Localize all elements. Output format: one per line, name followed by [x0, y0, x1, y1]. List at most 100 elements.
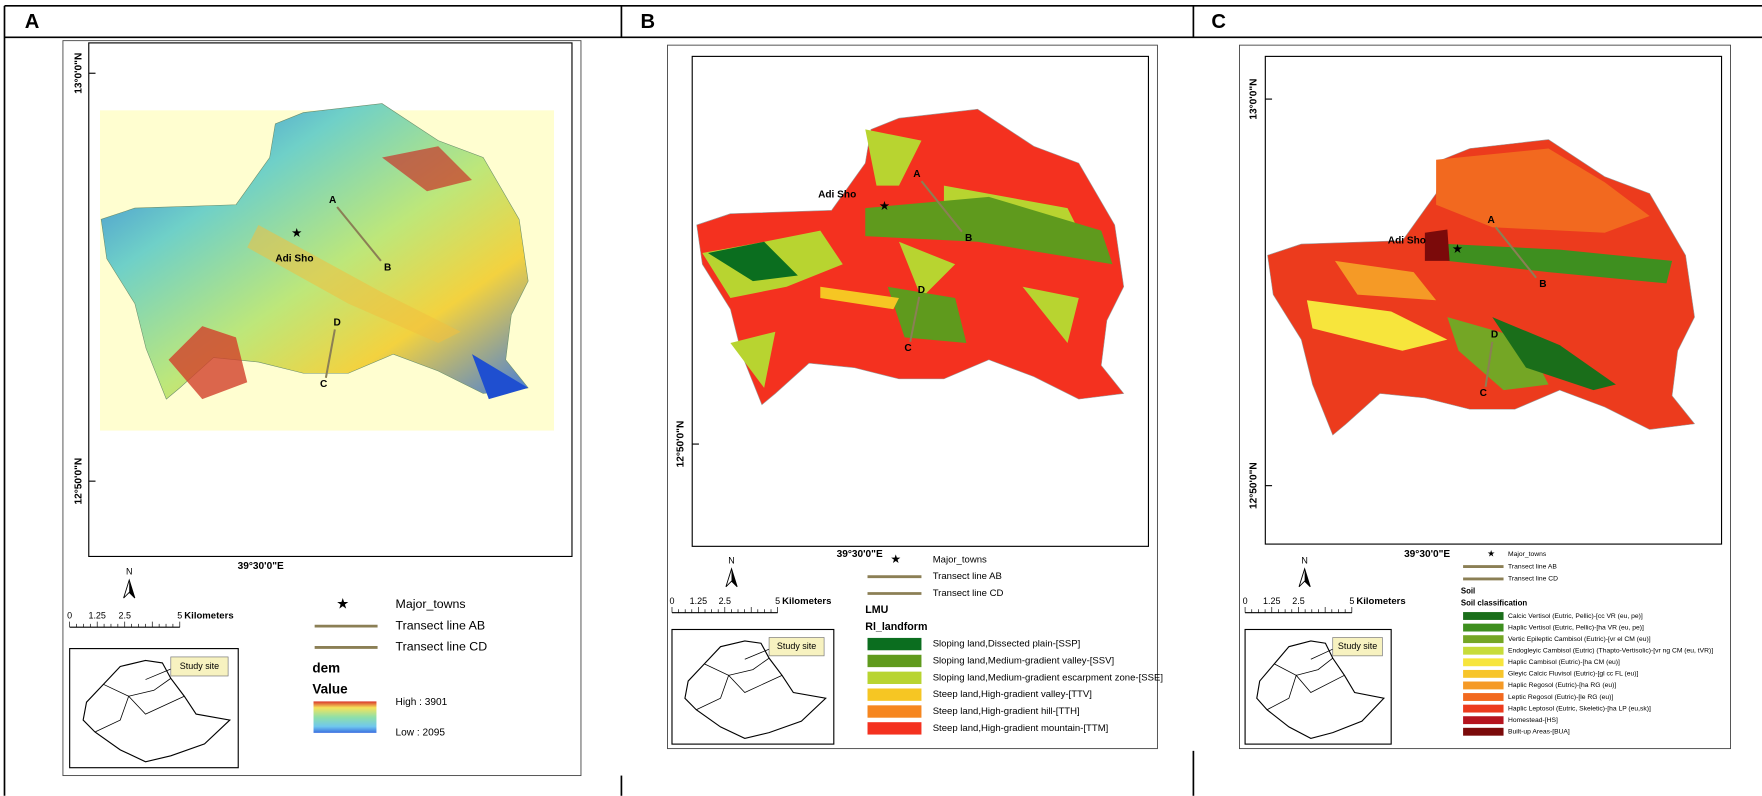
legend-label: Homestead-[HS]	[1508, 717, 1558, 724]
scale-tick-label: 5	[177, 610, 182, 620]
legend-label: Haplic Cambisol (Eutric)-[ha CM (eu)]	[1508, 659, 1620, 666]
legend-star: ★	[1487, 549, 1495, 559]
legend-label: Calcic Vertisol (Eutric, Pellic)-[cc VR …	[1508, 613, 1643, 620]
longitude-label: 39°30'0"E	[238, 561, 284, 572]
town-label: Adi Sho	[275, 253, 313, 264]
legend-subtitle: Rl_landform	[865, 621, 927, 633]
soil-patch	[1425, 229, 1450, 260]
transect-point-label: B	[384, 262, 391, 273]
legend-label: Gleyic Calcic Fluvisol (Eutric)-[gl cc F…	[1508, 671, 1638, 678]
legend-swatch	[1463, 682, 1503, 690]
transect-point-label: C	[1480, 388, 1488, 399]
legend-label: Sloping land,Dissected plain-[SSP]	[933, 639, 1081, 650]
legend-label: Major_towns	[1508, 551, 1547, 558]
scale-tick-label: 2.5	[118, 610, 130, 620]
legend-label: Steep land,High-gradient valley-[TTV]	[933, 689, 1092, 700]
inset-label: Study site	[777, 641, 816, 651]
latitude-label: 12°50'0"N	[676, 421, 687, 468]
legend-label: Transect line AB	[933, 571, 1002, 582]
legend-swatch	[868, 705, 922, 717]
panel-label: B	[641, 11, 656, 33]
scale-tick-label: 5	[775, 596, 780, 606]
legend-subtitle: Soil classification	[1461, 599, 1528, 608]
legend-swatch	[1463, 612, 1503, 620]
latitude-label: 13°0'0"N	[73, 53, 84, 94]
legend-label: Transect line CD	[933, 588, 1004, 599]
legend-label: Major_towns	[396, 597, 466, 611]
scale-unit: Kilometers	[184, 611, 233, 622]
legend-label: High : 3901	[396, 697, 448, 708]
legend-swatch	[1463, 647, 1503, 655]
scale-tick-label: 0	[669, 596, 674, 606]
latitude-label: 12°50'0"N	[1249, 462, 1260, 509]
legend-label: Sloping land,Medium-gradient valley-[SSV…	[933, 655, 1114, 666]
transect-point-label: A	[913, 169, 921, 180]
transect-point-label: D	[333, 317, 340, 328]
inset-label: Study site	[1338, 641, 1377, 651]
town-label: Adi Sho	[1388, 235, 1426, 246]
legend-label: Haplic Vertisol (Eutric, Pellic)-[ha VR …	[1508, 624, 1644, 631]
legend-swatch	[1463, 716, 1503, 724]
legend-swatch	[868, 688, 922, 700]
latitude-label: 12°50'0"N	[73, 458, 84, 505]
transect-point-label: D	[1491, 330, 1498, 341]
scale-tick-label: 1.25	[88, 610, 105, 620]
scale-unit: Kilometers	[1356, 596, 1405, 607]
inset-label: Study site	[180, 661, 219, 671]
longitude-label: 39°30'0"E	[837, 549, 883, 560]
legend-swatch	[1463, 705, 1503, 713]
transect-point-label: C	[320, 379, 328, 390]
north-label: N	[728, 555, 734, 565]
legend-label: Transect line CD	[1508, 576, 1558, 583]
legend-label: Transect line AB	[1508, 563, 1557, 570]
legend-gradient	[314, 701, 377, 732]
town-star: ★	[291, 226, 302, 240]
longitude-label: 39°30'0"E	[1404, 549, 1450, 560]
north-label: N	[126, 567, 132, 577]
transect-point-label: B	[965, 233, 972, 244]
legend-label: Low : 2095	[396, 728, 446, 739]
scale-tick-label: 2.5	[719, 596, 731, 606]
legend-swatch	[1463, 693, 1503, 701]
scale-tick-label: 0	[1243, 596, 1248, 606]
legend-star: ★	[336, 597, 349, 613]
legend-label: Sloping land,Medium-gradient escarpment …	[933, 672, 1163, 683]
legend-title: dem	[312, 660, 340, 675]
legend-label: Steep land,High-gradient mountain-[TTM]	[933, 723, 1109, 734]
scale-tick-label: 0	[67, 610, 72, 620]
panel-label: A	[25, 11, 40, 33]
legend-swatch	[868, 672, 922, 684]
legend-swatch	[1463, 658, 1503, 666]
legend-label: Transect line AB	[396, 618, 486, 632]
legend-label: Endogleyic Cambisol (Eutric) (Thapto-Ver…	[1508, 648, 1713, 655]
town-label: Adi Sho	[818, 189, 856, 200]
town-star: ★	[1452, 242, 1463, 256]
north-label: N	[1301, 555, 1307, 565]
legend-label: Haplic Leptosol (Eutric, Skeletic)-[ha L…	[1508, 705, 1651, 712]
town-star: ★	[879, 199, 890, 213]
scale-tick-label: 5	[1349, 596, 1354, 606]
legend-swatch	[868, 655, 922, 667]
legend-label: Built-up Areas-[BUA]	[1508, 729, 1570, 736]
transect-point-label: D	[918, 285, 925, 296]
legend-title: Soil	[1461, 586, 1475, 595]
legend-label: Vertic Epileptic Cambisol (Eutric)-[vr e…	[1508, 636, 1651, 643]
legend-label: Haplic Regosol (Eutric)-[ha RG (eu)]	[1508, 682, 1616, 689]
legend-label: Major_towns	[933, 554, 987, 565]
scale-unit: Kilometers	[782, 596, 831, 607]
transect-point-label: B	[1539, 279, 1546, 290]
legend-swatch	[868, 722, 922, 734]
transect-point-label: A	[329, 195, 337, 206]
panel-label: C	[1211, 11, 1226, 33]
legend-label: Transect line CD	[396, 640, 488, 654]
transect-point-label: A	[1488, 215, 1496, 226]
figure: A 13°0'0"N 12°50'0"N 39°30'0"E A B C D ★ Adi Sho N…	[0, 0, 1762, 796]
legend-swatch	[1463, 728, 1503, 736]
scale-tick-label: 1.25	[690, 596, 707, 606]
legend-swatch	[868, 638, 922, 650]
transect-point-label: C	[904, 343, 912, 354]
legend-star: ★	[890, 553, 901, 566]
scale-tick-label: 1.25	[1263, 596, 1280, 606]
legend-label: Steep land,High-gradient hill-[TTH]	[933, 706, 1080, 717]
legend-title: LMU	[865, 604, 888, 616]
